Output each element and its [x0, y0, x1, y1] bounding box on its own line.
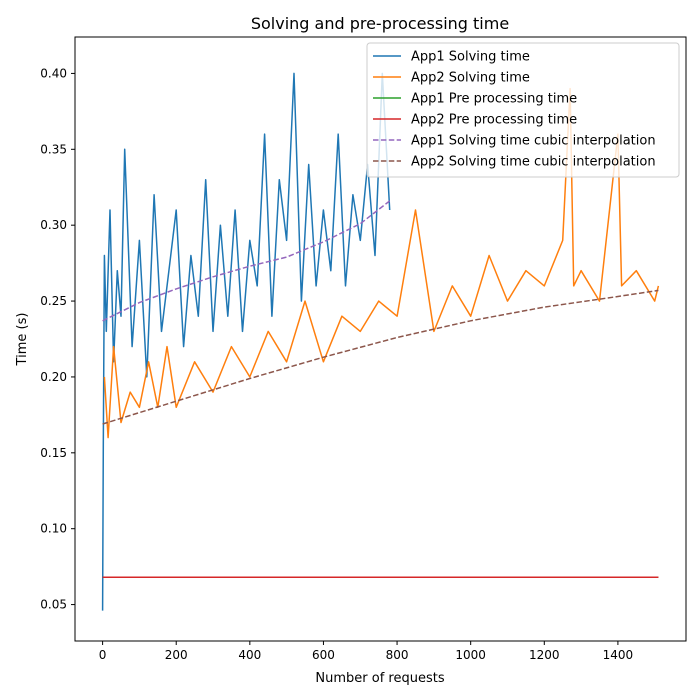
- y-tick-label: 0.40: [40, 66, 67, 80]
- axes-frame: [74, 36, 687, 642]
- chart-title: Solving and pre-processing time: [251, 14, 509, 33]
- legend-label: App1 Pre processing time: [411, 92, 577, 107]
- x-axis-label: Number of requests: [315, 671, 444, 686]
- legend-label: App1 Solving time cubic interpolation: [411, 134, 656, 149]
- x-tick-label: 200: [165, 648, 188, 662]
- x-tick-label: 600: [312, 648, 335, 662]
- x-tick-label: 1000: [455, 648, 486, 662]
- y-tick-label: 0.35: [40, 142, 67, 156]
- axis-ticks: 0 200 400 600 800 1000 1200 1400 0.05 0.10 0.15 0.2…: [40, 66, 633, 662]
- x-tick-label: 800: [386, 648, 409, 662]
- y-tick-label: 0.30: [40, 218, 67, 232]
- y-tick-label: 0.15: [40, 446, 67, 460]
- legend: App1 Solving time App2 Solving time App1 P…: [366, 42, 680, 178]
- y-tick-label: 0.05: [40, 598, 67, 612]
- series-line-app2-solving-time-cubic-interpolation: [102, 289, 659, 425]
- y-tick-label: 0.10: [40, 522, 67, 536]
- y-tick-label: 0.25: [40, 294, 67, 308]
- series-line-app2-solving-time: [103, 87, 660, 439]
- legend-label: App1 Solving time: [411, 50, 530, 65]
- legend-label: App2 Pre processing time: [411, 113, 577, 128]
- legend-label: App2 Solving time: [411, 71, 530, 86]
- legend-box: [366, 42, 680, 178]
- y-axis-label: Time (s): [15, 313, 30, 367]
- series-line-app1-solving-time-cubic-interpolation: [102, 200, 391, 322]
- x-tick-label: 1200: [529, 648, 560, 662]
- x-tick-label: 1400: [603, 648, 634, 662]
- x-tick-label: 0: [99, 648, 107, 662]
- legend-label: App2 Solving time cubic interpolation: [411, 155, 656, 170]
- y-tick-label: 0.20: [40, 370, 67, 384]
- series-line-app1-solving-time: [101, 72, 391, 611]
- x-tick-label: 400: [238, 648, 261, 662]
- plot-lines: [101, 72, 660, 611]
